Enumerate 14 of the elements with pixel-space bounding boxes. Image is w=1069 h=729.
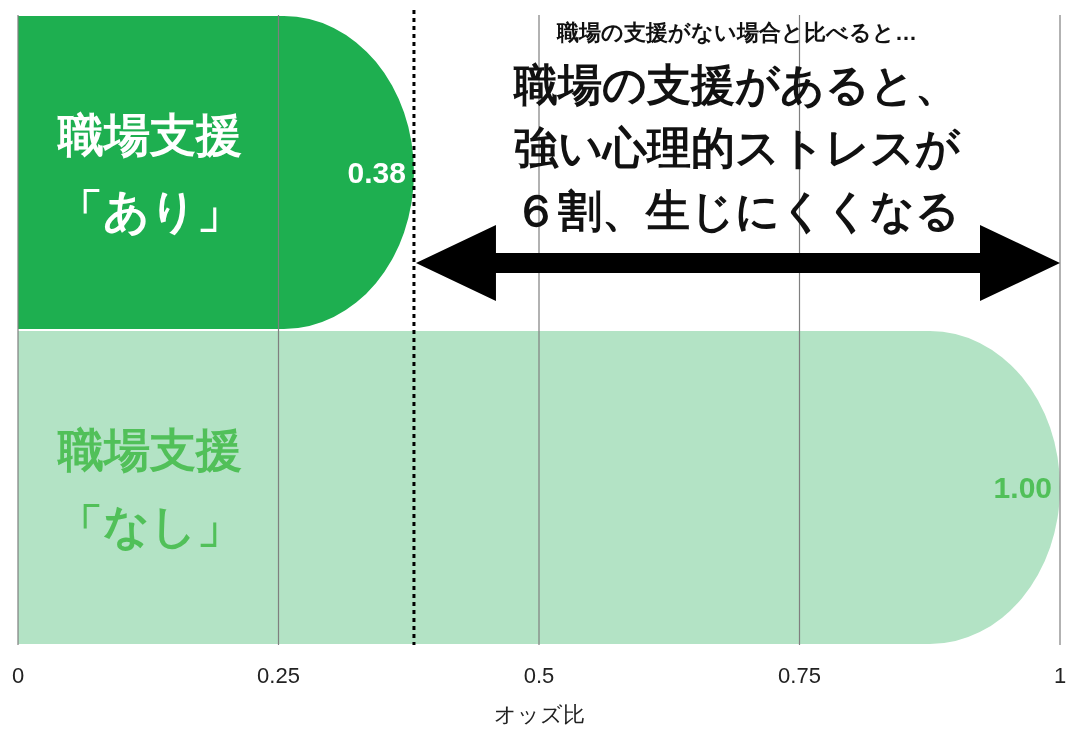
annotation: 職場の支援がない場合と比べると… (555, 20, 917, 45)
annotation: ６割、生じにくくなる (513, 186, 960, 235)
x-axis-title: オッズ比 (493, 702, 585, 727)
x-tick-label: 0.75 (778, 663, 821, 688)
y-tick-label: 職場支援「あり」 (56, 108, 243, 237)
x-tick-label: 0.25 (257, 663, 300, 688)
data-label: 0.38 (347, 156, 406, 189)
x-tick-label: 0 (11, 663, 25, 688)
annotation: 職場の支援があると、 (513, 60, 960, 109)
data-label: 1.00 (993, 471, 1052, 504)
annotation: 強い心理的ストレスが (513, 123, 961, 172)
x-tick-label: 1 (1053, 663, 1067, 688)
x-tick-label: 0.5 (523, 663, 555, 688)
y-tick-label: 職場支援「なし」 (56, 423, 243, 552)
